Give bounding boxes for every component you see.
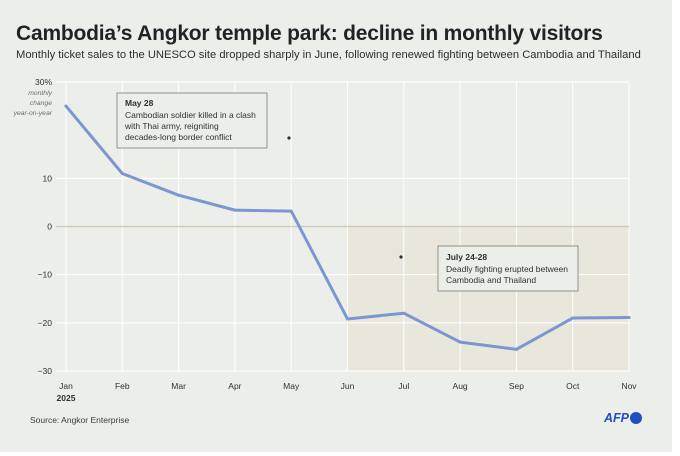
y-axis-label: year-on-year [13,110,53,117]
data-point [571,316,575,320]
y-axis-label: change [30,100,53,107]
annotation-marker [399,255,403,259]
x-tick-label: Oct [566,381,580,391]
y-tick-label: −30 [38,366,53,376]
x-year-label: 2025 [57,393,76,403]
x-tick-label: Nov [621,381,637,391]
annotation-text: Cambodian soldier killed in a clash [125,110,256,120]
x-tick-label: Jun [341,381,355,391]
annotation-marker [287,136,291,140]
data-point [627,316,631,320]
x-tick-label: Feb [115,381,130,391]
x-tick-label: Apr [228,381,241,391]
x-tick-label: Jan [59,381,73,391]
data-point [346,317,349,321]
y-tick-label: −10 [38,270,53,280]
data-point [402,311,406,315]
chart-card: Cambodia’s Angkor temple park: decline i… [0,0,672,452]
y-tick-label: 0 [47,222,52,232]
data-point [177,193,181,197]
source-note: Source: Angkor Enterprise [30,415,130,425]
annotation-text: with Thai army, reigniting [124,121,219,131]
afp-logo: AFP [604,411,642,425]
data-point [64,104,68,108]
annotation-text: Cambodia and Thailand [446,275,536,285]
chart-title: Cambodia’s Angkor temple park: decline i… [16,22,603,45]
annotation-box-may28 [116,92,268,149]
annotation-box-july [437,245,579,292]
chart-subtitle: Monthly ticket sales to the UNESCO site … [16,49,641,61]
y-tick-label: 30% [35,77,52,87]
line-chart: 30% 10 0 −10 −20 −30 monthly change year-on-year… [13,77,638,403]
annotation-text: Deadly fighting erupted between [446,264,568,274]
data-point [120,172,124,176]
y-tick-label: 10 [43,173,53,183]
y-axis-label: monthly [28,90,52,97]
data-point [514,347,518,351]
x-tick-label: Sep [509,381,524,391]
x-tick-label: May [283,381,300,391]
annotation-title: May 28 [125,98,154,108]
x-tick-label: Jul [398,381,409,391]
logo-text: AFP [604,411,629,425]
x-tick-label: Aug [453,381,468,391]
x-tick-label: Mar [171,381,186,391]
annotation-text: decades-long border conflict [125,132,232,142]
data-point [233,208,237,212]
y-tick-label: −20 [38,318,53,328]
logo-dot-icon [630,412,642,424]
annotation-title: July 24-28 [446,252,487,262]
data-point [458,340,462,344]
data-point [289,209,293,213]
